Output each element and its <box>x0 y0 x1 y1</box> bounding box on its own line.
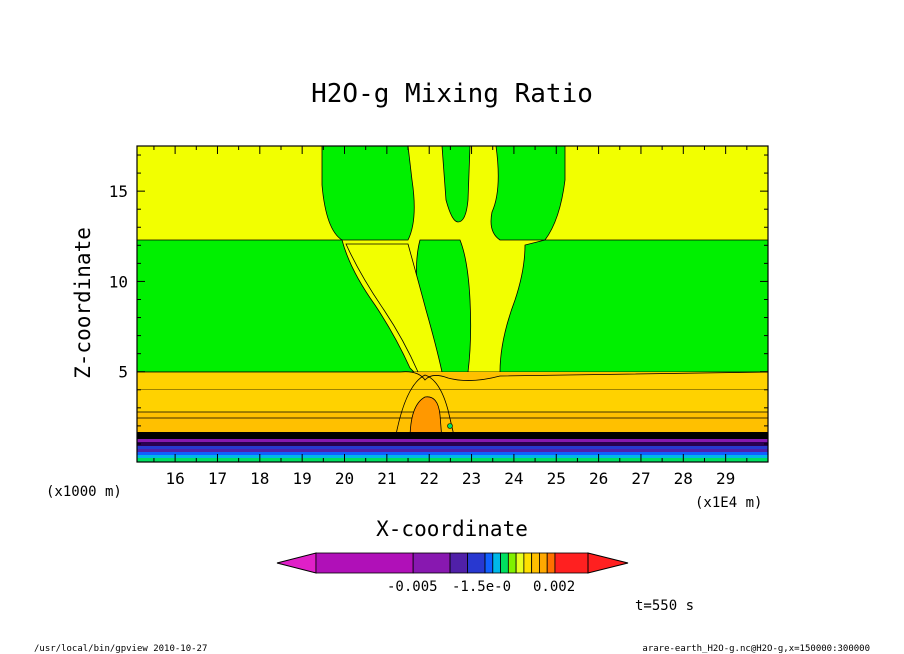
x-tick-label: 18 <box>250 469 269 488</box>
chart-title: H2O-g Mixing Ratio <box>311 79 593 109</box>
colorbar-box <box>500 552 509 574</box>
y-axis-label: Z-coordinate <box>71 227 95 379</box>
colorbar-label-1: -0.005 <box>387 579 438 595</box>
x-tick-label: 27 <box>631 469 650 488</box>
y-tick-label: 10 <box>109 272 128 291</box>
colorbar-box <box>467 552 486 574</box>
x-tick-label: 21 <box>377 469 396 488</box>
y-tick-label: 5 <box>118 363 128 382</box>
x-tick-label: 26 <box>589 469 608 488</box>
x-axis: 16 17 18 19 20 21 22 23 24 25 26 27 28 29 <box>153 146 769 488</box>
footer-left: /usr/local/bin/gpview 2010-10-27 <box>34 644 207 654</box>
colorbar-box <box>507 552 517 574</box>
x-tick-label: 17 <box>208 469 227 488</box>
x-tick-label: 23 <box>462 469 481 488</box>
time-annotation: t=550 s <box>635 598 694 614</box>
colorbar-arrow-left <box>276 552 317 574</box>
colorbar-box <box>449 552 468 574</box>
footer-right: arare-earth_H2O-g.nc@H2O-g,x=150000:3000… <box>642 644 870 654</box>
colorbar-box <box>523 552 533 574</box>
x-tick-label: 19 <box>293 469 312 488</box>
region-lower-band-top <box>137 371 768 391</box>
colorbar-label-3: 0.002 <box>533 579 575 595</box>
colorbar-arrow-right <box>587 552 629 574</box>
colorbar-box <box>515 552 525 574</box>
colorbar-box <box>315 552 414 574</box>
x-unit-left: (x1000 m) <box>46 484 122 500</box>
x-tick-label: 28 <box>674 469 693 488</box>
y-axis: 5 10 15 <box>109 154 768 463</box>
x-tick-label: 20 <box>335 469 354 488</box>
colorbar-box <box>554 552 589 574</box>
region-green-top-right <box>490 146 566 241</box>
x-tick-label: 16 <box>165 469 184 488</box>
x-tick-label: 22 <box>420 469 439 488</box>
x-tick-label: 29 <box>716 469 735 488</box>
x-tick-label: 25 <box>547 469 566 488</box>
x-unit-right: (x1E4 m) <box>695 495 762 511</box>
x-tick-label: 24 <box>504 469 523 488</box>
plot-area <box>137 146 768 462</box>
colorbar-label-2: -1.5e-0 <box>452 579 511 595</box>
colorbar-box <box>546 552 556 574</box>
colorbar-box <box>539 552 548 574</box>
x-axis-label: X-coordinate <box>376 517 528 541</box>
region-inner-band <box>137 390 768 412</box>
plot-frame <box>136 145 769 463</box>
region-core-halo <box>394 374 456 441</box>
colorbar <box>276 552 629 574</box>
colorbar-box <box>484 552 494 574</box>
y-tick-label: 15 <box>109 182 128 201</box>
colorbar-box <box>412 552 451 574</box>
region-central-core <box>409 396 443 441</box>
colorbar-box <box>492 552 501 574</box>
colorbar-box <box>531 552 540 574</box>
region-green-top-left <box>321 146 415 241</box>
region-green-mid <box>137 239 768 377</box>
colorbar-labels: -0.005 -1.5e-0 0.002 <box>387 579 575 595</box>
region-green-top-center <box>441 146 471 223</box>
